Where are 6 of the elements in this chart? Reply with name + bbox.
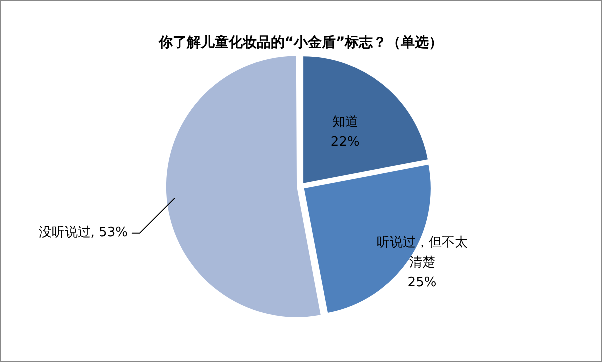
slice-label: 没听说过, 53%: [38, 226, 128, 241]
data-label: 25%: [408, 276, 437, 291]
data-label: 22%: [330, 135, 360, 150]
slice-label: 知道: [332, 115, 358, 130]
slice-label: 听说过，但不太清楚: [376, 236, 468, 271]
chart-title: 你了解儿童化妆品的“小金盾”标志？（单选）: [158, 34, 444, 52]
